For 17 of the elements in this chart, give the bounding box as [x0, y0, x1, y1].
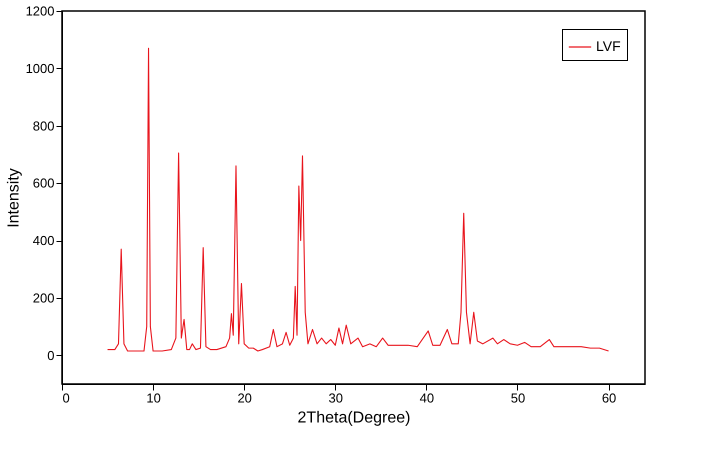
y-tick-label: 1200 — [26, 4, 54, 18]
legend-label: LVF — [596, 38, 621, 54]
y-tick-label: 0 — [47, 348, 54, 363]
x-tick-label: 30 — [328, 390, 344, 406]
x-tick-label: 10 — [146, 390, 161, 406]
x-tick-label: 40 — [420, 390, 434, 406]
x-tick-label: 20 — [237, 390, 252, 406]
y-axis-title: Intensity — [6, 168, 23, 228]
x-tick-label: 0 — [62, 390, 70, 406]
x-tick-label: 60 — [602, 390, 616, 406]
y-tick-label: 800 — [32, 118, 54, 134]
y-tick-label: 1000 — [26, 60, 54, 76]
y-tick-label: 600 — [32, 176, 54, 191]
x-tick-label: 50 — [510, 390, 526, 406]
y-tick-label: 200 — [32, 290, 54, 306]
y-tick-label: 400 — [32, 233, 54, 248]
x-axis-title: 2Theta(Degree) — [298, 410, 410, 426]
